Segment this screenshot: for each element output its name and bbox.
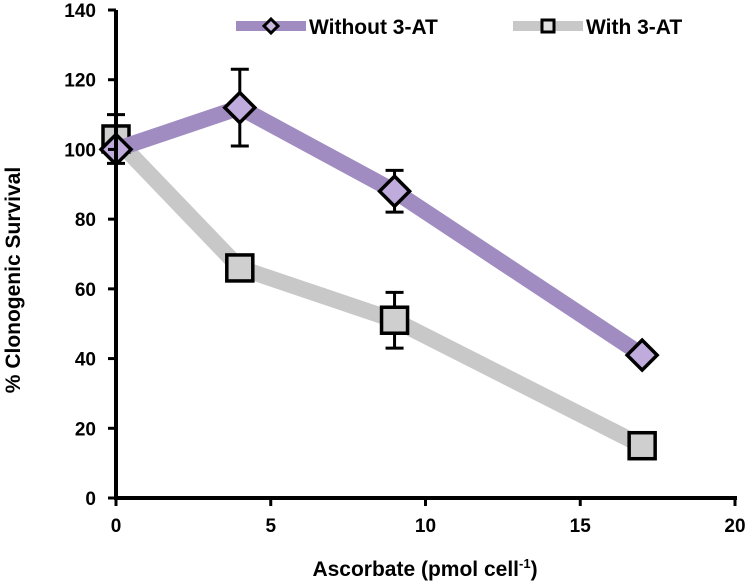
y-tick-label: 100 [64,140,96,161]
x-tick-label: 10 [415,516,436,537]
series-0 [98,67,660,373]
y-tick-label: 60 [75,280,96,301]
legend-diamond-icon [261,16,281,36]
data-point-square [225,253,255,283]
y-tick-label: 20 [75,419,96,440]
legend: Without 3-AT With 3-AT [236,16,682,39]
x-tick-label: 5 [265,516,276,537]
x-tick-label: 0 [111,516,122,537]
legend-square-icon [540,18,556,34]
y-tick-label: 80 [75,210,96,231]
series-layer [98,67,660,461]
data-point-diamond [377,173,413,209]
x-axis-title-superscript: -1 [519,556,531,571]
legend-label-without-3at: Without 3-AT [309,16,438,39]
y-tick-label: 40 [75,350,96,371]
data-point-diamond [624,337,660,373]
y-axis-title: % Clonogenic Survival [2,167,25,393]
x-tick-label: 20 [724,516,745,537]
y-tick-label: 0 [85,489,96,510]
axes-layer [114,10,737,500]
series-line [108,99,651,364]
data-point-diamond [222,90,258,126]
series-1 [101,113,657,461]
data-point-square [379,305,410,335]
x-axis-title-suffix: ) [531,558,538,581]
legend-item-without-3at: Without 3-AT [236,16,438,39]
series-line [108,130,651,454]
data-point-square [627,430,657,461]
y-tick-label: 140 [64,1,96,22]
legend-label-with-3at: With 3-AT [586,16,682,39]
x-axis-title: Ascorbate (pmol cell-1) [312,556,537,581]
legend-item-with-3at: With 3-AT [513,16,682,39]
ticks-layer [108,8,737,506]
x-tick-label: 15 [570,516,592,537]
labels-layer: 0 20 40 60 80 100 120 140 0 5 10 15 20 [64,1,745,537]
y-tick-label: 120 [64,71,96,92]
